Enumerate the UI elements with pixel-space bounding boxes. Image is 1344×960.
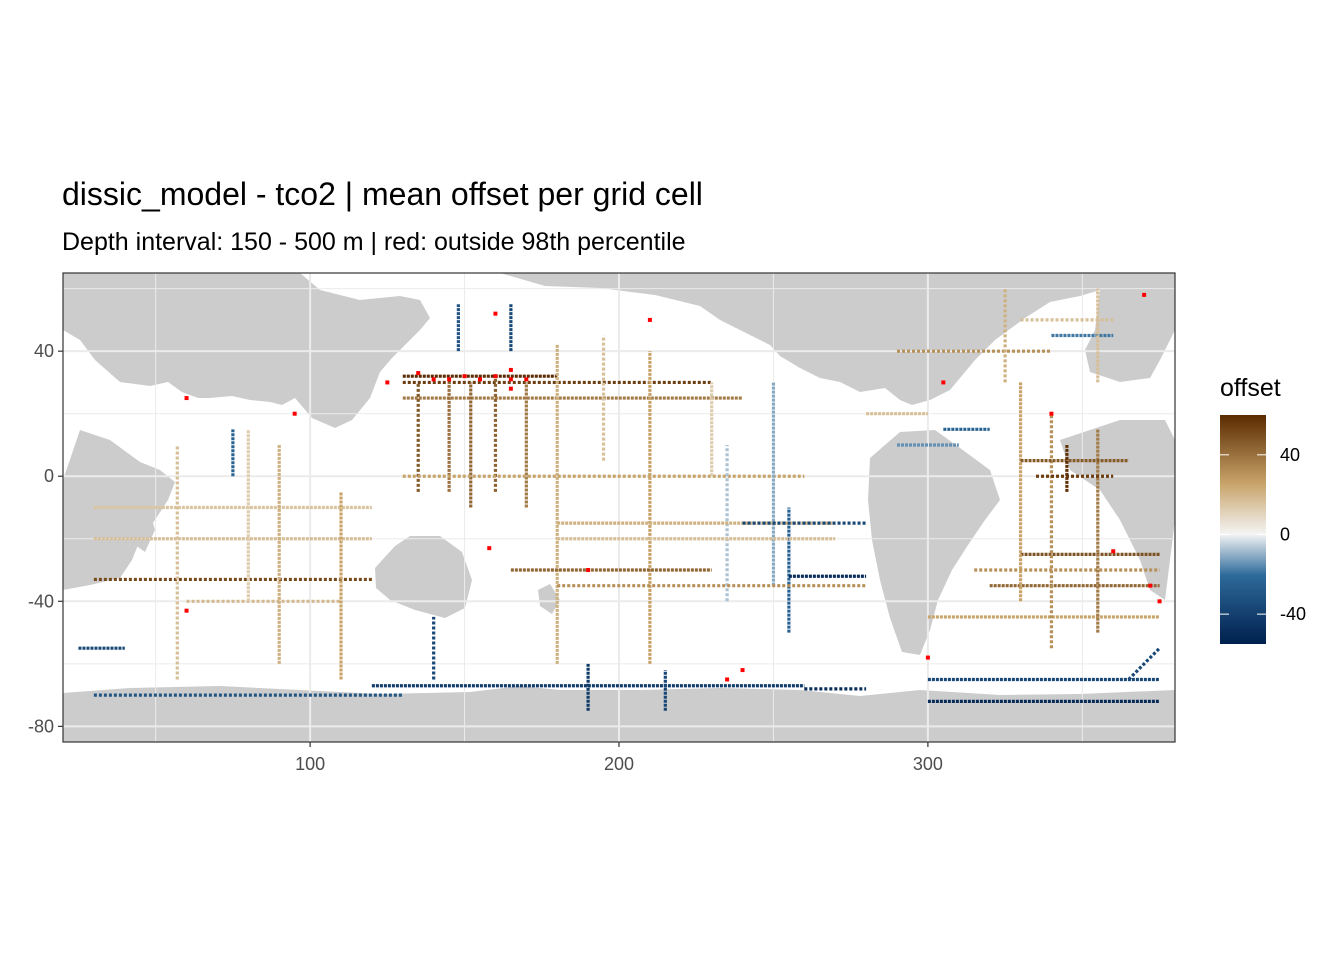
- legend-title: offset: [1220, 374, 1281, 402]
- legend-ticks: 40 0 -40: [1220, 445, 1306, 624]
- legend-colorbar: [1220, 415, 1266, 644]
- land-new-zealand: [538, 584, 560, 614]
- outlier-cell: [524, 377, 529, 382]
- outlier-cell: [487, 546, 492, 551]
- chart-title: dissic_model - tco2 | mean offset per gr…: [62, 176, 703, 212]
- outlier-cell: [508, 367, 513, 372]
- land-australia: [375, 536, 472, 618]
- outlier-cell: [416, 371, 421, 376]
- outlier-cell: [431, 377, 436, 382]
- legend-break-label: -40: [1280, 604, 1306, 624]
- outlier-cell: [725, 677, 730, 682]
- legend-break-label: 40: [1280, 445, 1300, 465]
- y-tick-label: 0: [44, 466, 54, 486]
- outlier-cell: [941, 380, 946, 385]
- outlier-cell: [925, 655, 930, 660]
- outlier-cell: [478, 377, 482, 382]
- outlier-cell: [1157, 599, 1162, 604]
- x-tick-label: 100: [295, 754, 325, 774]
- chart-subtitle: Depth interval: 150 - 500 m | red: outsi…: [62, 228, 686, 256]
- land-africa: [63, 430, 175, 590]
- legend-break-label: 0: [1280, 524, 1290, 544]
- outlier-cell: [1148, 583, 1153, 588]
- outlier-cell: [447, 377, 452, 382]
- outlier-cell: [292, 411, 297, 416]
- outlier-cell: [647, 317, 652, 322]
- land-greenland-europe: [1085, 278, 1175, 382]
- outlier-cell: [508, 386, 513, 391]
- outlier-cell: [385, 380, 390, 385]
- land-madagascar: [135, 512, 155, 552]
- outlier-cell: [493, 311, 498, 316]
- land-south-america: [868, 430, 1000, 655]
- outlier-cell: [1049, 411, 1054, 416]
- outlier-cell: [508, 377, 513, 382]
- outliers-layer: [184, 292, 1162, 682]
- y-tick-label: 40: [34, 341, 54, 361]
- y-tick-label: -80: [28, 716, 54, 736]
- y-tick-label: -40: [28, 591, 54, 611]
- outlier-cell: [184, 608, 189, 613]
- outlier-cell: [493, 374, 498, 379]
- outlier-cell: [184, 396, 189, 401]
- x-tick-label: 200: [604, 754, 634, 774]
- outlier-cell: [1142, 292, 1147, 297]
- outlier-cell: [1111, 549, 1116, 554]
- track-cells: [1127, 647, 1161, 681]
- outlier-cell: [586, 568, 591, 573]
- x-tick-label: 300: [913, 754, 943, 774]
- tracks-layer: [78, 288, 1161, 711]
- outlier-cell: [462, 374, 467, 379]
- outlier-cell: [740, 668, 745, 673]
